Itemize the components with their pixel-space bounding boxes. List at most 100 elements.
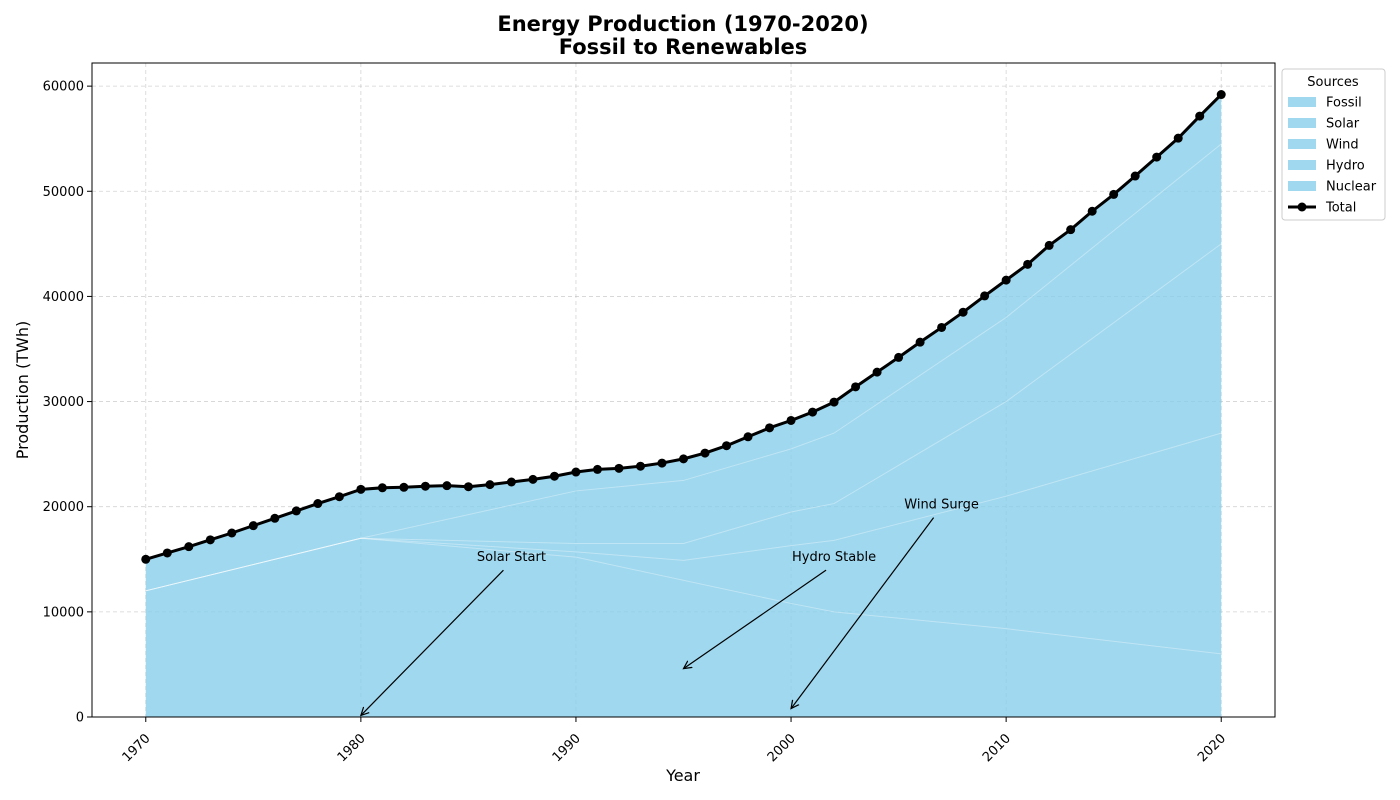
total-point (205, 535, 215, 545)
annotation-label: Solar Start (477, 550, 546, 565)
total-point (808, 407, 818, 417)
legend-label: Wind (1326, 138, 1359, 153)
total-point (937, 322, 947, 332)
total-point (915, 337, 925, 347)
legend-label: Hydro (1326, 159, 1365, 174)
total-point (184, 542, 194, 552)
total-point (1216, 90, 1226, 100)
legend-marker (1297, 202, 1307, 212)
total-point (679, 454, 688, 464)
total-point (227, 528, 237, 538)
x-tick-label: 1990 (550, 731, 584, 765)
total-point (485, 480, 495, 490)
total-point (635, 461, 645, 471)
total-point (1109, 189, 1119, 199)
y-tick-label: 0 (76, 711, 84, 726)
total-point (162, 548, 172, 558)
total-point (829, 397, 839, 407)
legend-label: Total (1325, 201, 1356, 216)
total-point (872, 367, 882, 377)
total-point (743, 432, 753, 442)
stacked-areas (145, 94, 1222, 718)
total-point (765, 423, 775, 433)
total-point (980, 291, 990, 301)
total-point (291, 506, 301, 516)
total-point (851, 382, 861, 392)
legend-swatch (1288, 139, 1316, 149)
x-tick-label: 2020 (1195, 731, 1229, 765)
total-point (1152, 152, 1162, 162)
stack-boundary-line (145, 537, 1222, 655)
annotation-arrow (684, 569, 827, 668)
y-axis-ticks: 0 10000 20000 30000 40000 50000 60000 (43, 80, 92, 726)
x-tick-label: 2000 (765, 731, 799, 765)
stack-boundary-line (145, 243, 1222, 592)
total-point (313, 499, 323, 509)
total-point (1173, 133, 1183, 143)
x-axis-label: Year (665, 766, 700, 785)
plot-frame (91, 62, 1276, 718)
annotation-arrow (361, 569, 504, 715)
x-tick-label: 1980 (335, 731, 369, 765)
total-point (1087, 206, 1097, 216)
total-point (657, 458, 667, 468)
total-point (377, 483, 387, 493)
total-point (528, 474, 538, 484)
total-point (786, 415, 796, 425)
total-point (571, 467, 581, 477)
total-point (356, 484, 366, 494)
stacked-area-fill (145, 94, 1222, 718)
y-tick-label: 20000 (43, 500, 84, 515)
total-point (442, 481, 452, 491)
total-line-layer (141, 90, 1226, 564)
x-tick-label: 2010 (980, 731, 1014, 765)
total-point (1001, 275, 1011, 285)
legend-title: Sources (1307, 75, 1359, 90)
total-point (248, 521, 258, 531)
legend-swatch (1288, 97, 1316, 107)
total-point (549, 471, 559, 481)
total-point (420, 481, 430, 491)
legend-swatch (1288, 160, 1316, 170)
total-point (1130, 171, 1140, 181)
y-tick-label: 40000 (43, 290, 84, 305)
y-tick-label: 10000 (43, 605, 84, 620)
stack-boundary-line (145, 432, 1222, 592)
annotation-label: Wind Surge (904, 498, 979, 513)
y-axis-label: Production (TWh) (13, 321, 32, 459)
stack-boundary-line (145, 143, 1222, 592)
total-point (1023, 259, 1033, 269)
legend-label: Fossil (1326, 96, 1362, 111)
legend: Sources Fossil Solar Wind Hydro Nuclear Total (1281, 68, 1386, 221)
total-point (399, 482, 409, 492)
total-point (592, 464, 602, 474)
chart-subtitle: Fossil to Renewables (559, 35, 808, 59)
total-point (614, 463, 624, 473)
legend-label: Nuclear (1326, 180, 1377, 195)
total-point (270, 513, 280, 523)
x-axis-ticks: 1970 1980 1990 2000 2010 2020 (120, 717, 1229, 765)
total-point (722, 441, 732, 451)
y-tick-label: 50000 (43, 185, 84, 200)
total-point (334, 492, 344, 502)
annotation-label: Hydro Stable (792, 550, 876, 565)
annotation-arrow (791, 517, 935, 709)
total-point (1066, 225, 1076, 235)
total-point (463, 482, 473, 492)
x-tick-label: 1970 (120, 731, 154, 765)
legend-swatch (1288, 118, 1316, 128)
total-point (1195, 111, 1205, 121)
total-point (958, 307, 968, 317)
annotations: Solar Start Hydro Stable Wind Surge (361, 498, 979, 716)
legend-swatch (1288, 181, 1316, 191)
chart-title: Energy Production (1970-2020) (497, 12, 868, 36)
total-point (1044, 240, 1054, 250)
total-point (141, 554, 151, 564)
legend-label: Solar (1326, 117, 1360, 132)
total-point (894, 352, 904, 362)
total-point (700, 448, 710, 458)
y-tick-label: 60000 (43, 80, 84, 95)
y-tick-label: 30000 (43, 395, 84, 410)
total-point (506, 477, 516, 487)
